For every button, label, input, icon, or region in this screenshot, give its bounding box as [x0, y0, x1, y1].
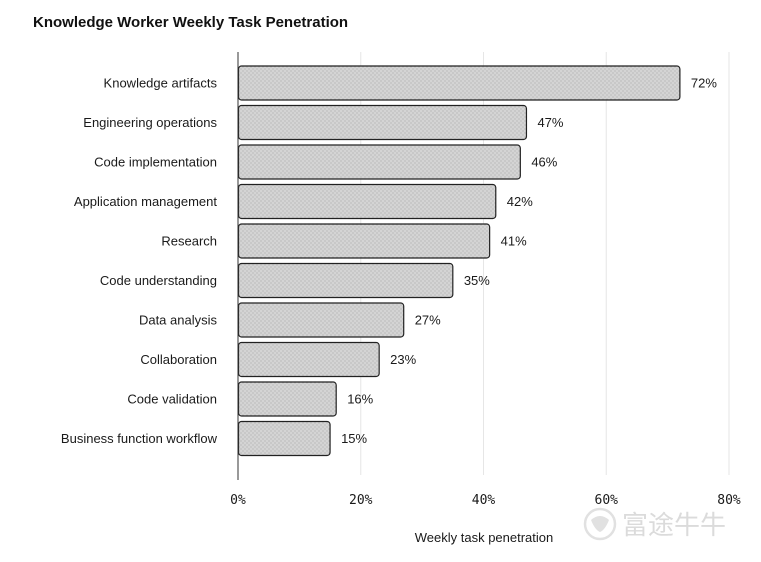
- category-label: Data analysis: [139, 313, 218, 328]
- x-tick-label: 20%: [349, 493, 373, 508]
- bar: [237, 262, 454, 299]
- bar: [237, 104, 528, 141]
- category-label: Engineering operations: [83, 115, 217, 130]
- value-label: 15%: [341, 431, 367, 446]
- category-label: Knowledge artifacts: [104, 76, 218, 91]
- chart-title: Knowledge Worker Weekly Task Penetration: [33, 14, 348, 31]
- value-label: 23%: [390, 352, 416, 367]
- bar: [237, 65, 681, 101]
- x-tick-label: 0%: [230, 493, 246, 508]
- bar: [237, 302, 405, 338]
- x-tick-labels: 0% 20% 40% 60% 80%: [230, 493, 741, 508]
- value-labels: 72% 47% 46% 42% 41% 35% 27% 23% 16% 15%: [341, 76, 717, 447]
- bar: [237, 381, 337, 417]
- category-label: Code understanding: [100, 273, 217, 288]
- watermark-text: 富途牛牛: [622, 511, 726, 541]
- x-tick-label: 40%: [472, 493, 496, 508]
- category-labels: Knowledge artifacts Engineering operation…: [61, 76, 218, 447]
- value-label: 35%: [464, 273, 490, 288]
- category-label: Business function workflow: [61, 431, 218, 446]
- category-label: Code implementation: [94, 155, 217, 170]
- bars: [237, 65, 681, 457]
- value-label: 72%: [691, 76, 717, 91]
- futu-bull-logo-icon: [583, 507, 617, 541]
- value-label: 47%: [537, 115, 563, 130]
- bar: [237, 420, 331, 457]
- bar: [237, 144, 521, 180]
- value-label: 41%: [501, 234, 527, 249]
- category-label: Research: [161, 234, 217, 249]
- value-label: 27%: [415, 313, 441, 328]
- bar: [237, 183, 497, 220]
- value-label: 16%: [347, 392, 373, 407]
- category-label: Application management: [74, 194, 217, 209]
- value-label: 46%: [531, 155, 557, 170]
- x-tick-label: 80%: [717, 493, 741, 508]
- x-axis-title: Weekly task penetration: [415, 530, 554, 545]
- value-label: 42%: [507, 194, 533, 209]
- bar: [237, 223, 491, 259]
- watermark: 富途牛牛: [583, 507, 726, 541]
- x-tick-label: 60%: [595, 493, 619, 508]
- bar: [237, 341, 380, 378]
- category-label: Code validation: [127, 392, 217, 407]
- category-label: Collaboration: [140, 352, 217, 367]
